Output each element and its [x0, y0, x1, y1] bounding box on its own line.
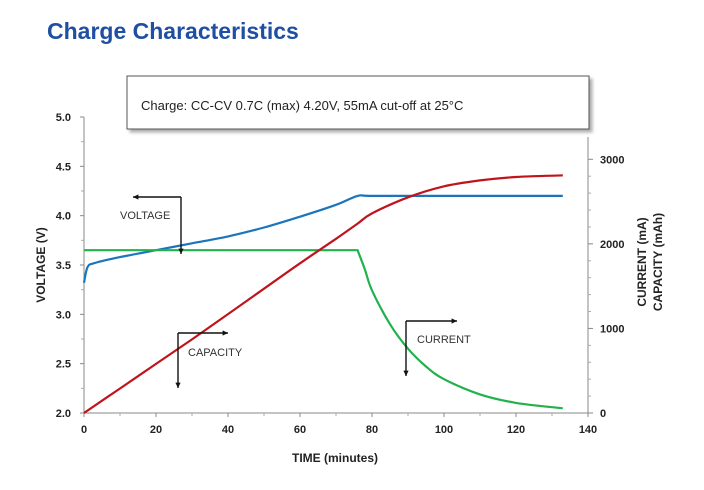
x-tick-label: 20: [150, 424, 162, 436]
x-tick-label: 140: [579, 424, 597, 436]
x-tick-label: 120: [507, 424, 525, 436]
charge-condition-text: Charge: CC-CV 0.7C (max) 4.20V, 55mA cut…: [141, 98, 463, 113]
capacity-series-line: [83, 174, 563, 414]
capacity-right-arrow-head: [222, 330, 228, 336]
voltage-series-line: [82, 194, 563, 284]
y-left-tick-label: 3.5: [56, 260, 71, 272]
charge-condition-box: [126, 75, 590, 130]
current-down-arrow-head: [403, 370, 409, 376]
y-left-tick-label: 4.0: [56, 211, 71, 223]
x-tick-label: 80: [366, 424, 378, 436]
x-tick-label: 60: [294, 424, 306, 436]
y-left-tick-label: 5.0: [56, 112, 71, 124]
y-left-tick-label: 2.0: [56, 408, 71, 420]
capacity-down-arrow-head: [175, 382, 181, 388]
voltage-annotation-label: VOLTAGE: [120, 210, 170, 222]
y-right-axis-title-capacity: CAPACITY (mAh): [651, 213, 665, 311]
x-tick-label: 100: [435, 424, 453, 436]
y-right-tick-label: 0: [600, 408, 606, 420]
y-right-tick-label: 3000: [600, 154, 624, 166]
voltage-left-arrow-head: [133, 194, 139, 200]
capacity-annotation-label: CAPACITY: [188, 347, 243, 359]
current-series-line: [84, 249, 563, 410]
y-right-tick-label: 1000: [600, 323, 624, 335]
y-right-axis-title-current: CURRENT (mA): [635, 217, 649, 306]
current-right-arrow-head: [451, 318, 457, 324]
page-title: Charge Characteristics: [47, 18, 299, 44]
x-tick-label: 0: [81, 424, 87, 436]
voltage-down-arrow-head: [178, 248, 184, 254]
current-annotation-label: CURRENT: [417, 334, 471, 346]
y-left-tick-label: 2.5: [56, 359, 71, 371]
x-tick-label: 40: [222, 424, 234, 436]
y-right-tick-label: 2000: [600, 239, 624, 251]
y-left-axis-title: VOLTAGE (V): [34, 227, 48, 303]
y-left-tick-label: 3.0: [56, 309, 71, 321]
x-axis-title: TIME (minutes): [292, 451, 378, 465]
y-left-tick-label: 4.5: [56, 161, 71, 173]
